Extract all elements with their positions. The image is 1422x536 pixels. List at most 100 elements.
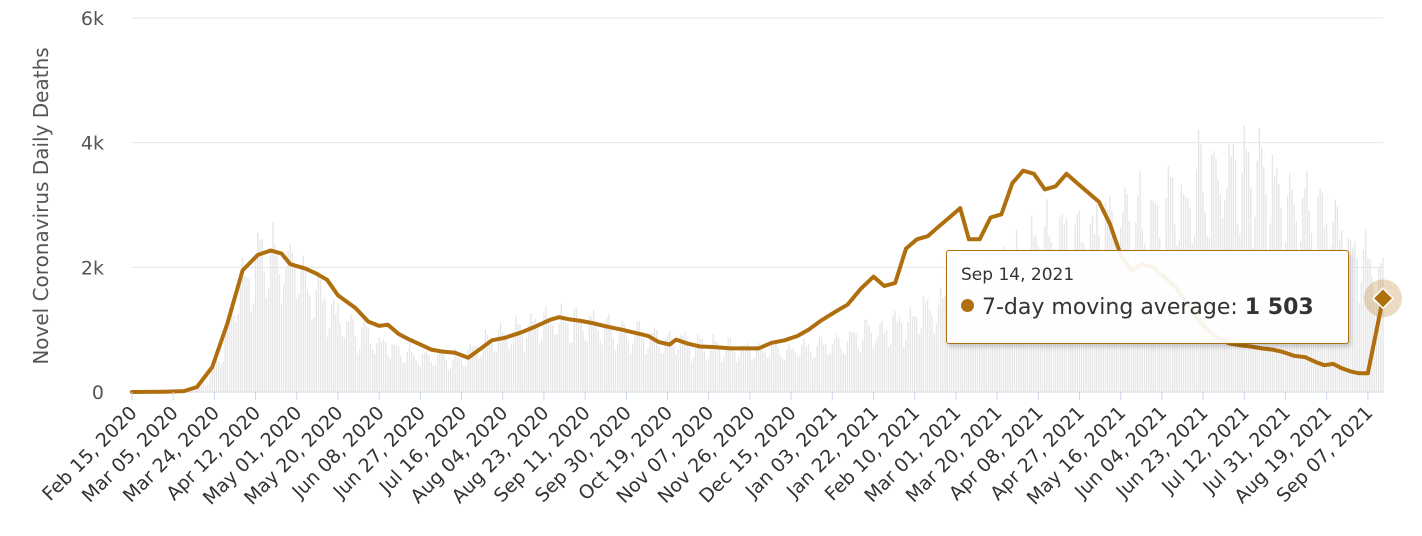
daily-bar [979,307,981,392]
daily-bar [731,344,734,392]
daily-bar [367,328,369,392]
daily-bar [469,344,471,392]
daily-bar [460,359,463,392]
daily-bar [588,316,591,392]
daily-bar [1380,263,1382,392]
daily-bar [445,359,448,392]
daily-bar [885,329,888,392]
daily-bar [424,352,426,392]
daily-bar [289,243,291,392]
daily-bar [430,362,432,392]
daily-bar [584,340,586,392]
hover-point-marker[interactable] [1364,279,1402,318]
daily-bar [365,326,367,392]
daily-bar [567,323,569,392]
daily-bar [777,347,779,392]
daily-bar [276,255,278,392]
daily-bar [894,310,896,392]
daily-bar [482,346,484,392]
daily-bar [948,317,951,392]
daily-bar [1360,282,1362,392]
daily-bar [376,343,378,392]
daily-bar [467,349,469,392]
daily-bar [916,317,918,392]
daily-bar [582,331,584,392]
daily-bar [723,357,725,392]
daily-bar [411,351,413,392]
daily-bar [814,357,816,392]
daily-bar [820,337,823,392]
daily-bar [486,334,489,392]
daily-bar [911,316,914,392]
daily-bar [228,307,231,392]
daily-bar [280,303,283,392]
daily-bar [807,344,810,392]
daily-bar [1356,257,1358,392]
daily-bar [829,353,831,392]
daily-bar [452,360,454,392]
daily-bar [233,315,235,392]
daily-bar [736,361,738,392]
daily-bar [298,294,300,392]
daily-bar [564,322,567,392]
daily-bar [638,320,641,392]
daily-bar [864,319,866,392]
daily-bar [775,339,777,392]
daily-bar [417,363,419,392]
daily-bar [738,357,740,392]
tooltip-value: 1 503 [1244,295,1314,320]
daily-bar [677,349,680,392]
daily-bar [205,386,207,392]
daily-bar [1009,305,1011,392]
daily-bar [224,331,226,392]
daily-bar [343,337,346,392]
daily-bar [300,265,302,392]
daily-bar [651,332,654,392]
daily-bar [283,283,285,392]
daily-bar [827,355,829,392]
daily-bar [267,287,270,392]
daily-bar [621,321,623,392]
daily-bar [220,365,222,392]
daily-bar [825,344,827,392]
daily-bar [1382,257,1384,392]
daily-bar [721,362,723,392]
diamond-marker-icon[interactable] [1371,287,1395,310]
daily-bar [1371,276,1373,392]
daily-bar [963,319,966,392]
daily-bar [1362,249,1365,392]
daily-bar [493,352,495,392]
tooltip-date: Sep 14, 2021 [961,265,1075,285]
daily-bar [612,337,614,392]
daily-bar [803,338,805,392]
daily-bar [749,348,751,392]
daily-bar [753,358,755,392]
daily-bar [1351,247,1354,392]
daily-bar [330,304,333,392]
daily-bar [437,353,439,392]
daily-bar [200,386,203,392]
daily-bar [406,351,409,392]
daily-bar [484,329,487,392]
daily-bar [599,340,601,392]
daily-bar [265,297,268,392]
daily-bar [317,271,320,392]
daily-bar [792,348,794,392]
data-tooltip: Sep 14, 2021 7-day moving average: 1 503 [946,250,1349,344]
daily-bar [476,345,478,392]
daily-bar [215,359,218,392]
daily-bar [523,352,526,392]
daily-bar [606,317,608,392]
daily-bar [538,343,541,392]
daily-bar [395,345,398,392]
daily-bar [371,350,374,392]
daily-bar [744,344,747,392]
daily-bar [326,336,328,392]
daily-bar [432,365,435,392]
daily-bar [931,315,933,392]
daily-bar [402,363,404,392]
daily-bar [554,334,556,392]
daily-bar [593,309,595,392]
daily-bar [306,291,309,392]
daily-bar [415,359,417,392]
